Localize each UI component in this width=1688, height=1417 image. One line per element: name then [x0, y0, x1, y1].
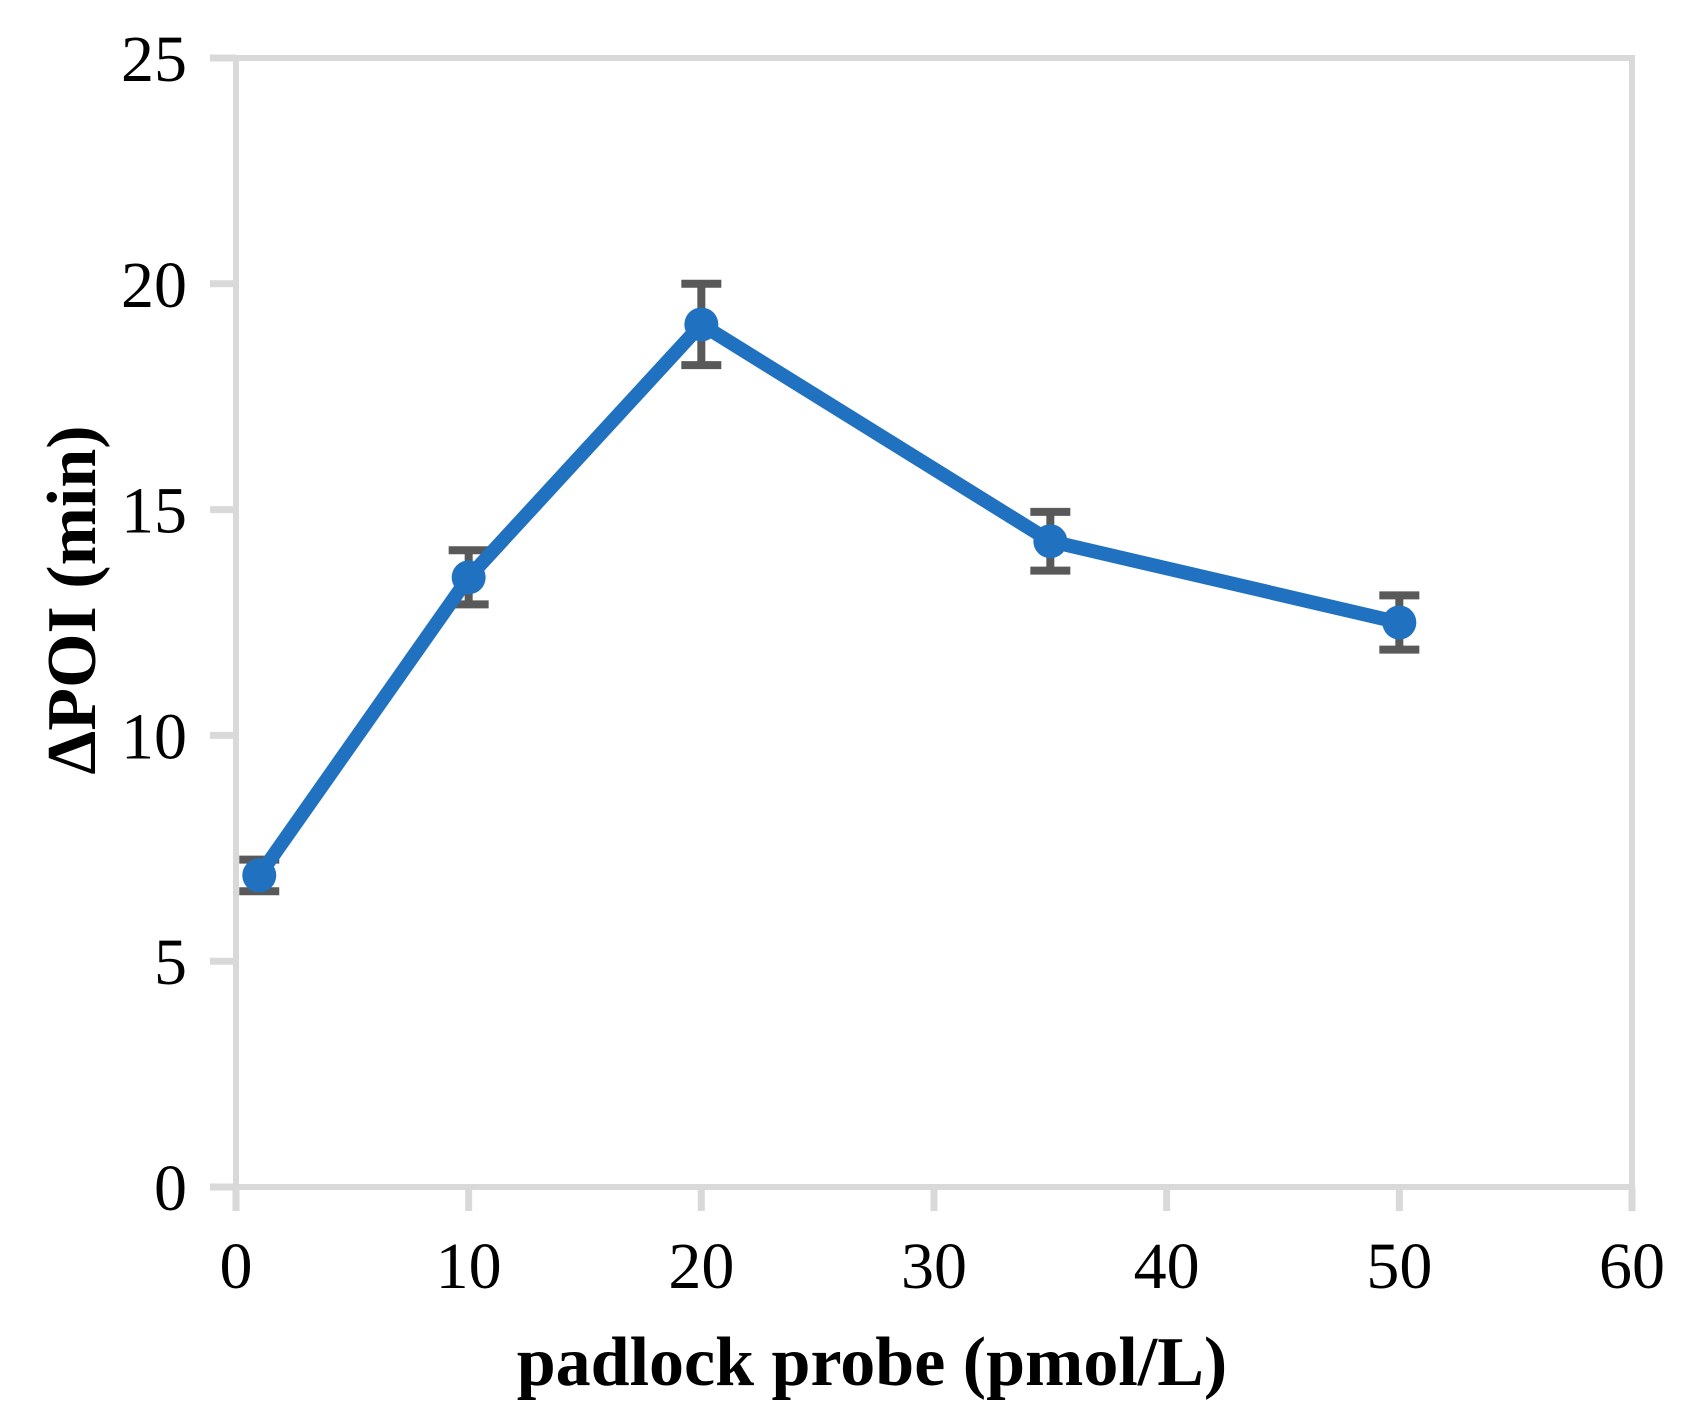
y-tick-label: 15 — [121, 475, 187, 548]
x-tick-label: 40 — [1134, 1230, 1200, 1303]
plot-layer: 0 10 20 30 40 50 60 0 5 10 15 20 25 — [121, 23, 1665, 1303]
data-point-marker — [451, 560, 486, 595]
x-tick-label: 50 — [1366, 1230, 1432, 1303]
y-axis-title: ΔPOI (min) — [34, 425, 111, 774]
series-line — [252, 317, 1407, 883]
data-point-marker — [1033, 524, 1068, 559]
y-tick-label: 10 — [121, 700, 187, 773]
data-point-marker — [684, 307, 719, 342]
x-tick-label: 20 — [668, 1230, 734, 1303]
y-tick-label: 5 — [154, 926, 187, 999]
data-point-marker — [1382, 605, 1417, 640]
data-point-marker — [242, 858, 277, 893]
x-tick-label: 10 — [436, 1230, 502, 1303]
x-tick-label: 30 — [901, 1230, 967, 1303]
x-tick-label: 0 — [220, 1230, 253, 1303]
y-tick-label: 0 — [154, 1152, 187, 1225]
y-tick-label: 25 — [121, 23, 187, 96]
x-axis-title: padlock probe (pmol/L) — [517, 1324, 1228, 1401]
x-tick-label: 60 — [1599, 1230, 1665, 1303]
y-tick-label: 20 — [121, 249, 187, 322]
